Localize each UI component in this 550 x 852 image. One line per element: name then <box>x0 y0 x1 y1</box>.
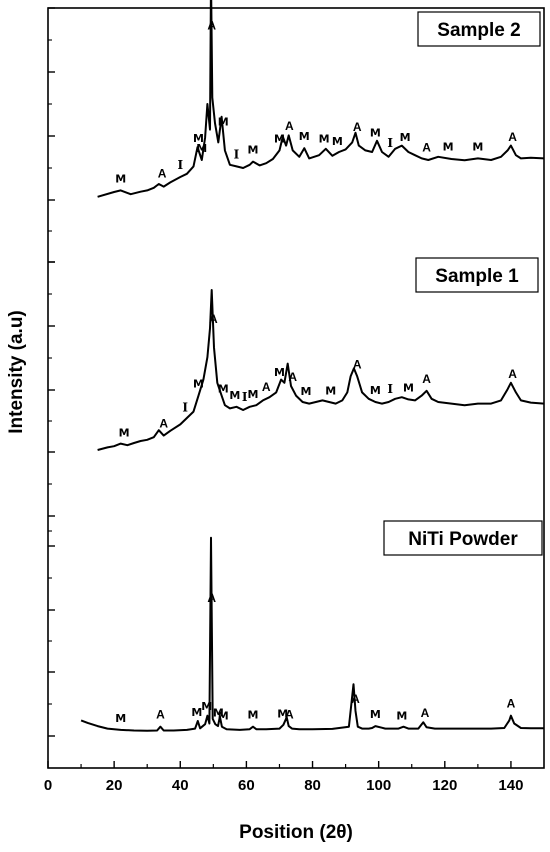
peak-label: M <box>370 384 381 397</box>
peak-label: I <box>242 390 248 404</box>
x-tick-label: 0 <box>44 777 52 794</box>
peak-label: M <box>119 426 130 439</box>
peak-label: M <box>370 708 381 721</box>
peak-label: M <box>332 135 343 148</box>
y-axis-title: Intensity (a.u) <box>6 310 27 434</box>
series-label-box <box>383 520 543 556</box>
peak-label: A <box>422 372 431 386</box>
peak-label: I <box>177 158 183 172</box>
peak-label: I <box>182 401 188 415</box>
peak-label: M <box>248 709 259 722</box>
x-tick-label: 60 <box>238 777 255 794</box>
peak-label: M <box>319 132 330 145</box>
x-tick-label: 100 <box>366 777 391 794</box>
peak-label: A <box>353 120 362 134</box>
peak-label: A <box>285 119 294 133</box>
peak-label: M <box>213 706 224 719</box>
series-label: Sample 1 <box>435 266 519 287</box>
peak-label: M <box>218 382 229 395</box>
series-labels: Sample 2 Sample 1 NiTi Powder <box>383 11 543 556</box>
peak-label: A <box>507 697 516 711</box>
peak-label: M <box>400 131 411 144</box>
series-label: NiTi Powder <box>408 529 518 550</box>
peak-label: M <box>274 366 285 379</box>
x-tick-label: 80 <box>304 777 321 794</box>
x-tick-label: 140 <box>498 777 523 794</box>
peak-label: A <box>508 130 517 144</box>
peak-label: A <box>288 370 297 384</box>
peak-label: A <box>262 380 271 394</box>
peak-label: M <box>396 709 407 722</box>
peak-label: M <box>403 381 414 394</box>
peak-label: I <box>234 147 240 161</box>
peak-label: M <box>325 384 336 397</box>
series-label-box <box>417 11 541 47</box>
peak-label: A <box>351 692 360 706</box>
peak-label: M <box>472 140 483 153</box>
peak-label: M <box>193 378 204 391</box>
peak-label: A <box>353 357 362 371</box>
peak-label: I <box>387 136 393 150</box>
x-tick-label: 40 <box>172 777 189 794</box>
x-tick-label: 120 <box>432 777 457 794</box>
peak-label: M <box>218 709 229 722</box>
series-line-1 <box>97 0 545 198</box>
peak-label: M <box>248 388 259 401</box>
series-label-box <box>415 257 539 293</box>
peak-label: A <box>156 708 165 722</box>
peak-label: M <box>191 706 202 719</box>
peak-label: M <box>115 172 126 185</box>
series-label: Sample 2 <box>437 20 520 41</box>
peak-label: M <box>300 385 311 398</box>
peak-label: M <box>443 140 454 153</box>
peak-label: M <box>370 127 381 140</box>
plot-frame <box>47 7 545 769</box>
peak-label: M <box>274 132 285 145</box>
peak-label: M <box>277 707 288 720</box>
peak-label: M <box>196 142 207 155</box>
peak-label: A <box>209 312 218 326</box>
peak-label: A <box>508 367 517 381</box>
peak-label: A <box>207 19 216 33</box>
peak-label: M <box>218 116 229 129</box>
x-axis-title: Position (2θ) <box>239 822 353 843</box>
peak-label: A <box>159 417 168 431</box>
peak-label: M <box>201 700 212 713</box>
peak-label: A <box>422 141 431 155</box>
peak-label: A <box>207 591 216 605</box>
peak-label: M <box>248 144 259 157</box>
peak-label: M <box>299 130 310 143</box>
series-line-2 <box>97 289 545 451</box>
peak-label: A <box>421 706 430 720</box>
peak-label: M <box>193 132 204 145</box>
peak-label: A <box>158 167 167 181</box>
traces <box>80 0 545 732</box>
series-line-3 <box>80 536 544 732</box>
peak-label: I <box>387 382 393 396</box>
x-tick-label: 20 <box>106 777 123 794</box>
peak-label: A <box>285 708 294 722</box>
peak-label: M <box>229 389 240 402</box>
peak-label: M <box>115 712 126 725</box>
axes: 0 20 40 60 80 100 120 140 <box>44 7 545 794</box>
